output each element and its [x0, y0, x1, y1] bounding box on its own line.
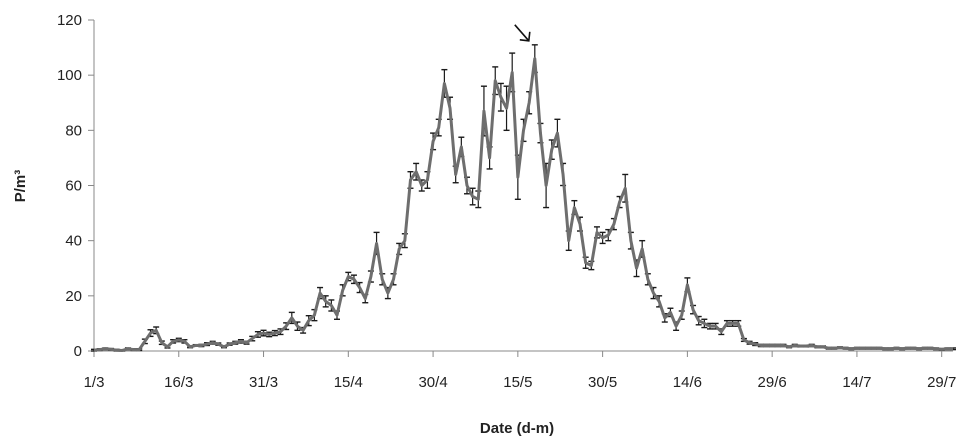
- x-tick-label: 16/3: [164, 374, 193, 391]
- y-tick-label: 20: [65, 288, 82, 305]
- y-tick-label: 0: [74, 343, 82, 360]
- error-bars: [91, 44, 956, 352]
- x-tick-label: 1/3: [84, 374, 105, 391]
- arrow-shaft: [514, 24, 530, 42]
- x-tick-label: 29/6: [758, 374, 787, 391]
- y-tick-label: 100: [57, 67, 82, 84]
- x-tick-label: 31/3: [249, 374, 278, 391]
- x-tick-label: 14/7: [842, 374, 871, 391]
- x-tick-label: 15/4: [334, 374, 363, 391]
- series-line: [93, 57, 953, 352]
- y-tick-label: 120: [57, 12, 82, 29]
- y-tick-label: 80: [65, 122, 82, 139]
- x-axis: 1/3 16/3 31/3 15/4 30/4 15/5 30/5 14/6 29/6 14/7 2…: [84, 350, 956, 391]
- x-tick-label: 29/7: [927, 374, 956, 391]
- x-axis-title: Date (d-m): [480, 420, 554, 437]
- x-tick-label: 30/4: [418, 374, 447, 391]
- arrow-head: [519, 31, 531, 42]
- x-tick-label: 15/5: [503, 374, 532, 391]
- y-axis-title: P/m³: [12, 170, 29, 203]
- y-axis: 0 20 40 60 80 100 120: [57, 12, 95, 360]
- x-tick-label: 14/6: [673, 374, 702, 391]
- y-tick-label: 60: [65, 178, 82, 195]
- annotation-arrow: [514, 24, 531, 42]
- x-tick-label: 30/5: [588, 374, 617, 391]
- y-tick-label: 40: [65, 233, 82, 250]
